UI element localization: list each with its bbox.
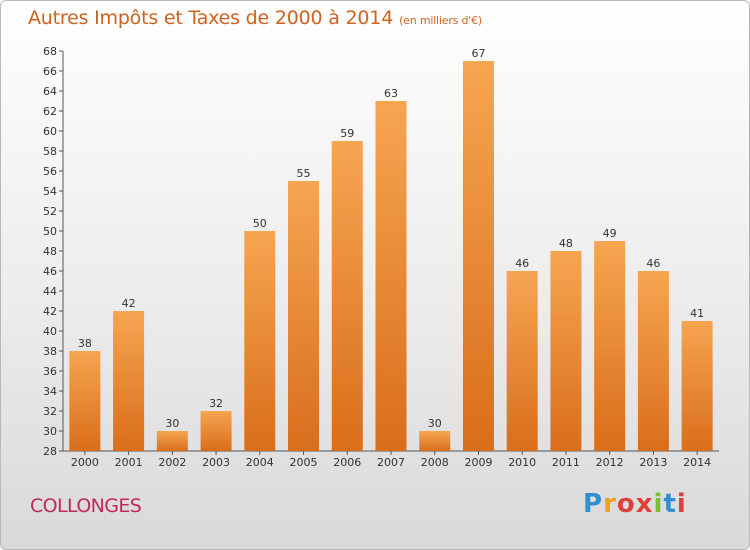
logo-letter: P <box>583 489 604 519</box>
x-tick-label: 2012 <box>596 456 624 469</box>
bar <box>419 431 451 451</box>
y-tick-label: 62 <box>43 105 57 118</box>
proxiti-logo: Proxiti <box>583 489 687 519</box>
bar <box>637 271 669 451</box>
data-label: 42 <box>122 297 136 310</box>
x-tick-label: 2007 <box>377 456 405 469</box>
x-tick-label: 2011 <box>552 456 580 469</box>
x-tick-label: 2006 <box>333 456 361 469</box>
y-tick-label: 56 <box>43 165 57 178</box>
y-tick-label: 52 <box>43 205 57 218</box>
data-label: 49 <box>603 227 617 240</box>
y-tick-label: 68 <box>43 45 57 58</box>
x-tick-label: 2003 <box>202 456 230 469</box>
y-tick-label: 64 <box>43 85 57 98</box>
bar <box>375 101 407 451</box>
y-tick-label: 66 <box>43 65 57 78</box>
y-tick-label: 30 <box>43 425 57 438</box>
y-tick-label: 28 <box>43 445 57 458</box>
data-label: 30 <box>165 417 179 430</box>
logo-letter: i <box>676 489 687 519</box>
y-tick-label: 58 <box>43 145 57 158</box>
data-label: 38 <box>78 337 92 350</box>
y-tick-label: 42 <box>43 305 57 318</box>
x-tick-label: 2008 <box>421 456 449 469</box>
data-label: 32 <box>209 397 223 410</box>
bar <box>200 411 232 451</box>
bar <box>506 271 538 451</box>
y-tick-label: 44 <box>43 285 57 298</box>
y-tick-label: 34 <box>43 385 57 398</box>
x-tick-label: 2010 <box>508 456 536 469</box>
data-label: 30 <box>428 417 442 430</box>
data-label: 48 <box>559 237 573 250</box>
x-tick-label: 2002 <box>158 456 186 469</box>
y-tick-label: 40 <box>43 325 57 338</box>
x-tick-label: 2013 <box>639 456 667 469</box>
bar <box>156 431 188 451</box>
commune-name: COLLONGES <box>30 495 142 517</box>
x-tick-label: 2014 <box>683 456 711 469</box>
data-label: 50 <box>253 217 267 230</box>
data-label: 41 <box>690 307 704 320</box>
bar <box>550 251 582 451</box>
unit-label: (en milliers d'€) <box>399 14 482 27</box>
logo-letter: r <box>603 489 617 519</box>
y-tick-label: 48 <box>43 245 57 258</box>
y-tick-label: 38 <box>43 345 57 358</box>
x-tick-label: 2000 <box>71 456 99 469</box>
x-tick-label: 2005 <box>290 456 318 469</box>
logo-letter: i <box>653 489 664 519</box>
y-tick-label: 32 <box>43 405 57 418</box>
y-tick-label: 36 <box>43 365 57 378</box>
data-label: 46 <box>515 257 529 270</box>
logo-letter: t <box>663 489 677 519</box>
data-label: 46 <box>646 257 660 270</box>
x-tick-label: 2009 <box>464 456 492 469</box>
data-label: 59 <box>340 127 354 140</box>
chart-title: Autres Impôts et Taxes de 2000 à 2014 (en… <box>28 7 482 29</box>
bar <box>288 181 320 451</box>
y-tick-label: 50 <box>43 225 57 238</box>
bar <box>69 351 101 451</box>
bar <box>113 311 145 451</box>
bar <box>594 241 626 451</box>
data-label: 63 <box>384 87 398 100</box>
x-tick-label: 2004 <box>246 456 274 469</box>
bar <box>331 141 363 451</box>
y-tick-label: 46 <box>43 265 57 278</box>
y-tick-label: 60 <box>43 125 57 138</box>
data-label: 55 <box>297 167 311 180</box>
data-label: 67 <box>471 47 485 60</box>
y-tick-label: 54 <box>43 185 57 198</box>
bar <box>462 61 494 451</box>
bar <box>244 231 276 451</box>
x-tick-label: 2001 <box>115 456 143 469</box>
title-text: Autres Impôts et Taxes de 2000 à 2014 <box>28 7 394 29</box>
logo-letter: x <box>635 489 654 519</box>
logo-letter: o <box>616 489 636 519</box>
bar <box>681 321 713 451</box>
